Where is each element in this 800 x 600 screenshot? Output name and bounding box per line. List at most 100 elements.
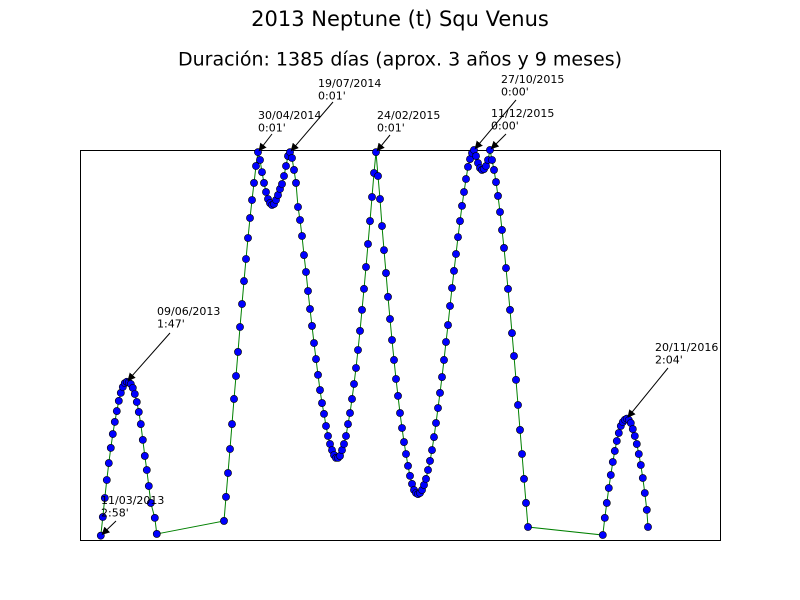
data-point: [454, 233, 462, 241]
data-point: [304, 287, 312, 295]
data-point: [302, 268, 310, 276]
data-point: [498, 226, 506, 234]
data-point: [434, 404, 442, 412]
data-point: [112, 407, 121, 415]
data-point: [508, 329, 516, 337]
data-point: [432, 419, 440, 427]
data-line: [100, 148, 649, 536]
annotation-text: 0:00': [501, 86, 529, 99]
data-point: [130, 390, 139, 398]
data-point: [342, 432, 350, 440]
data-point: [244, 234, 252, 242]
data-point: [398, 424, 406, 432]
data-point: [142, 466, 151, 474]
data-point: [348, 395, 356, 403]
annotation-text: 0:01': [377, 122, 405, 135]
data-point: [368, 193, 376, 201]
data-point: [598, 531, 607, 539]
data-point: [312, 355, 320, 363]
data-point: [606, 471, 615, 479]
data-point: [614, 429, 623, 437]
annotation-text: 24/02/2015: [377, 109, 440, 122]
data-point: [366, 217, 374, 225]
data-point: [298, 232, 306, 240]
data-point: [246, 214, 254, 222]
data-point: [492, 178, 500, 186]
data-point: [628, 425, 637, 433]
data-point: [460, 188, 468, 196]
data-point: [406, 471, 414, 480]
data-point: [306, 305, 314, 313]
data-point: [146, 499, 155, 507]
data-point: [380, 246, 388, 254]
data-point: [308, 322, 316, 330]
data-point: [384, 292, 392, 301]
data-point: [250, 179, 258, 187]
data-point: [226, 445, 234, 453]
annotation-arrow: [258, 133, 273, 152]
annotation-text: 11/12/2015: [491, 107, 554, 120]
data-point: [402, 450, 410, 458]
data-point: [350, 380, 358, 388]
data-point: [256, 156, 264, 164]
annotation-arrow: [376, 134, 391, 152]
data-point: [230, 395, 238, 403]
data-point: [358, 305, 366, 314]
data-point: [396, 409, 404, 417]
data-point: [260, 179, 268, 187]
data-point: [438, 373, 446, 381]
annotation-arrow: [474, 99, 517, 150]
data-point: [524, 523, 532, 531]
data-point: [340, 440, 348, 448]
data-point: [604, 484, 613, 492]
data-point: [444, 321, 452, 329]
data-point: [100, 494, 109, 502]
data-point: [422, 474, 430, 483]
data-point: [258, 168, 266, 176]
data-point: [382, 269, 390, 277]
data-point: [144, 482, 153, 490]
data-point: [504, 284, 512, 293]
plot-frame: [80, 150, 721, 541]
data-point: [224, 469, 232, 477]
data-point: [612, 437, 621, 445]
data-point: [238, 300, 246, 308]
data-point: [252, 162, 260, 170]
data-point: [294, 203, 302, 211]
data-point: [520, 474, 528, 483]
data-point: [514, 401, 522, 409]
data-point: [376, 195, 384, 203]
data-point: [234, 348, 242, 356]
data-point: [280, 172, 288, 180]
data-point: [140, 452, 149, 460]
data-point: [450, 266, 458, 275]
annotation-arrow: [127, 332, 171, 382]
data-point: [394, 392, 402, 400]
data-point: [316, 386, 324, 394]
data-point: [390, 356, 398, 364]
data-point: [138, 435, 147, 444]
data-point: [288, 154, 296, 162]
data-point: [228, 420, 236, 428]
data-point: [510, 352, 518, 360]
data-point: [132, 398, 141, 406]
annotation-text: 20/11/2016: [655, 341, 718, 354]
data-point: [608, 458, 617, 466]
data-point: [346, 409, 354, 417]
data-point: [452, 250, 460, 258]
annotation-arrow: [627, 367, 669, 418]
annotation-text: 0:01': [258, 122, 286, 135]
data-point: [472, 152, 480, 160]
data-point: [440, 356, 448, 364]
data-point: [136, 420, 145, 428]
data-point: [386, 315, 394, 323]
data-point: [640, 489, 649, 497]
data-point: [150, 514, 159, 522]
data-point: [296, 216, 304, 224]
data-point: [500, 244, 508, 252]
data-point: [324, 432, 332, 440]
data-point: [220, 517, 228, 525]
data-point: [436, 388, 444, 397]
data-point: [602, 499, 611, 507]
